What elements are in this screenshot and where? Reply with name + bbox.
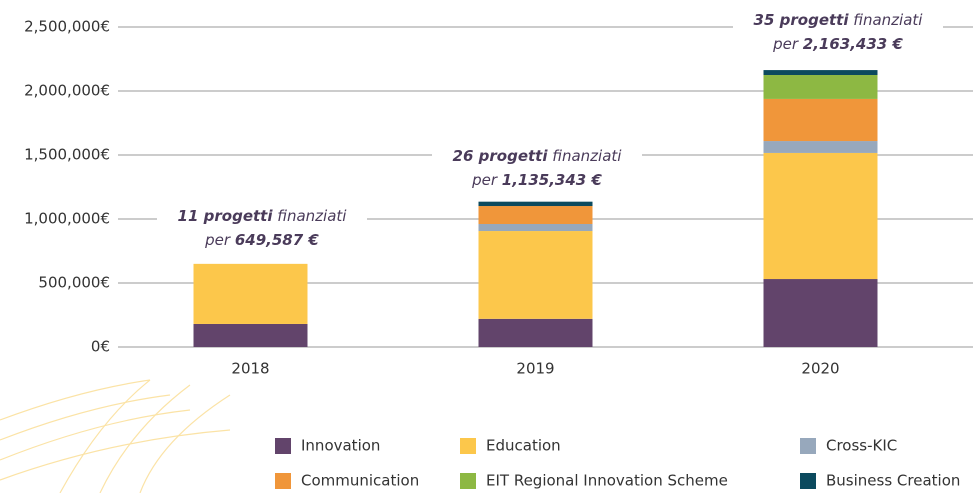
legend-label: EIT Regional Innovation Scheme bbox=[486, 472, 728, 490]
annotation-text: finanziati bbox=[552, 147, 622, 165]
legend-swatch bbox=[275, 473, 291, 489]
bar-segment bbox=[478, 201, 593, 207]
y-tick-label: 0€ bbox=[91, 338, 110, 356]
annotation-prefix: per bbox=[471, 171, 498, 189]
y-tick-label: 2,500,000€ bbox=[24, 18, 110, 36]
legend-swatch bbox=[800, 438, 816, 454]
x-tick-label: 2018 bbox=[231, 360, 269, 378]
y-tick-label: 500,000€ bbox=[38, 274, 110, 292]
bar-segment bbox=[478, 318, 593, 347]
annotation-prefix: per bbox=[772, 35, 799, 53]
annotation-count: 26 progetti bbox=[453, 147, 549, 165]
legend-label: Cross-KIC bbox=[826, 437, 897, 455]
x-tick-label: 2019 bbox=[516, 360, 554, 378]
bar-segment bbox=[763, 75, 878, 99]
bar-segment bbox=[193, 263, 308, 324]
annotation-backdrop bbox=[733, 9, 943, 55]
annotation-text: finanziati bbox=[853, 11, 923, 29]
annotation-line: 35 progetti finanziati bbox=[754, 11, 924, 29]
legend-label: Communication bbox=[301, 472, 419, 490]
annotation-line: 26 progetti finanziati bbox=[453, 147, 623, 165]
annotation-line: per 1,135,343 € bbox=[471, 171, 602, 189]
annotation-line: per 649,587 € bbox=[204, 231, 319, 249]
bar-segment bbox=[193, 323, 308, 347]
bar-segment bbox=[478, 231, 593, 319]
annotation-prefix: per bbox=[204, 231, 231, 249]
annotation-amount: 2,163,433 € bbox=[803, 35, 904, 53]
bar-segment bbox=[763, 141, 878, 153]
annotation-count: 35 progetti bbox=[754, 11, 850, 29]
annotation-backdrop bbox=[157, 205, 367, 251]
annotation-amount: 1,135,343 € bbox=[502, 171, 603, 189]
annotation-backdrop bbox=[432, 145, 642, 191]
bar-segment bbox=[763, 152, 878, 280]
legend-swatch bbox=[275, 438, 291, 454]
legend-swatch bbox=[460, 438, 476, 454]
y-tick-label: 2,000,000€ bbox=[24, 82, 110, 100]
annotation-line: 11 progetti finanziati bbox=[178, 207, 348, 225]
annotation-text: finanziati bbox=[277, 207, 347, 225]
legend-label: Innovation bbox=[301, 437, 380, 455]
bar-segment bbox=[763, 279, 878, 347]
bar-segment bbox=[478, 206, 593, 224]
legend-label: Education bbox=[486, 437, 561, 455]
annotation-amount: 649,587 € bbox=[235, 231, 320, 249]
x-tick-label: 2020 bbox=[801, 360, 839, 378]
bar-segment bbox=[478, 223, 593, 232]
bar-segment bbox=[763, 70, 878, 75]
annotation-line: per 2,163,433 € bbox=[772, 35, 903, 53]
y-tick-label: 1,500,000€ bbox=[24, 146, 110, 164]
decoration bbox=[0, 379, 231, 493]
legend-swatch bbox=[800, 473, 816, 489]
bar-segment bbox=[763, 98, 878, 142]
annotation-count: 11 progetti bbox=[178, 207, 274, 225]
legend-swatch bbox=[460, 473, 476, 489]
y-tick-label: 1,000,000€ bbox=[24, 210, 110, 228]
legend-label: Business Creation bbox=[826, 472, 960, 490]
